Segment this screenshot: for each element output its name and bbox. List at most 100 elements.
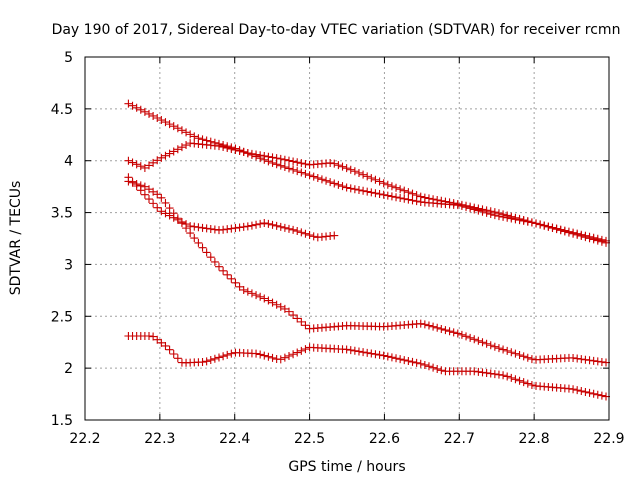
data-point (149, 332, 158, 341)
series-track-5 (124, 331, 611, 401)
data-point (412, 191, 421, 200)
data-point (416, 359, 425, 368)
data-point (231, 278, 240, 287)
data-point (449, 199, 458, 208)
data-point (581, 387, 590, 396)
data-point (289, 165, 298, 174)
data-point (293, 167, 302, 176)
data-point (284, 351, 293, 360)
data-point (132, 180, 141, 189)
data-point (396, 185, 405, 194)
data-point (383, 352, 392, 361)
data-point (416, 192, 425, 201)
y-tick-label: 2.5 (51, 309, 73, 325)
data-point (400, 356, 409, 365)
data-point (482, 339, 491, 348)
y-tick-label: 3 (64, 257, 73, 273)
data-point (544, 222, 553, 231)
data-point (169, 122, 178, 131)
data-point (153, 190, 162, 199)
data-point (293, 314, 302, 323)
data-point (515, 350, 524, 359)
data-point (573, 386, 582, 395)
data-point (350, 167, 359, 176)
data-point (136, 181, 145, 190)
data-point (157, 153, 166, 162)
data-point (548, 223, 557, 232)
data-point (235, 147, 244, 156)
data-point (392, 354, 401, 363)
data-point (474, 336, 483, 345)
data-point (375, 177, 384, 186)
data-point (424, 321, 433, 330)
data-point (268, 153, 277, 162)
data-point (194, 238, 203, 247)
data-point (470, 367, 479, 376)
data-point (289, 311, 298, 320)
y-tick-labels: 1.5 2 2.5 3 3.5 4 4.5 5 (51, 50, 73, 429)
data-point (140, 107, 149, 116)
data-point (210, 257, 219, 266)
data-point (560, 226, 569, 235)
data-point (165, 204, 174, 213)
data-point (145, 161, 154, 170)
data-point (330, 179, 339, 188)
data-point (177, 219, 186, 228)
data-point (494, 370, 503, 379)
data-point (462, 332, 471, 341)
data-point (396, 193, 405, 202)
data-point (210, 225, 219, 234)
data-point (124, 99, 133, 108)
data-point (322, 176, 331, 185)
data-point (466, 202, 475, 211)
data-point (280, 155, 289, 164)
y-tick-label: 2 (64, 361, 73, 377)
data-point (124, 177, 133, 186)
data-point (231, 224, 240, 233)
data-point (433, 195, 442, 204)
data-point (387, 192, 396, 201)
data-point (268, 220, 277, 229)
data-point (161, 118, 170, 127)
data-point (140, 190, 149, 199)
data-point (202, 224, 211, 233)
data-point (478, 368, 487, 377)
data-point (210, 354, 219, 363)
data-point (527, 218, 536, 227)
data-point (313, 173, 322, 182)
data-point (264, 296, 273, 305)
data-point (453, 329, 462, 338)
data-point (577, 355, 586, 364)
data-point (231, 146, 240, 155)
data-point (223, 144, 232, 153)
data-point (305, 171, 314, 180)
data-point (593, 357, 602, 366)
data-point (379, 351, 388, 360)
x-tick-label: 22.9 (593, 431, 624, 447)
data-point (350, 185, 359, 194)
data-point (359, 348, 368, 357)
data-point (585, 232, 594, 241)
plot-frame (84, 56, 610, 421)
data-point (169, 209, 178, 218)
data-point (499, 371, 508, 380)
data-point (375, 189, 384, 198)
data-point (499, 210, 508, 219)
data-point (437, 196, 446, 205)
data-point (445, 198, 454, 207)
data-point (280, 163, 289, 172)
data-point (235, 223, 244, 232)
data-point (404, 188, 413, 197)
data-point (474, 367, 483, 376)
data-point (433, 364, 442, 373)
data-point (363, 187, 372, 196)
data-point (470, 203, 479, 212)
data-point (260, 294, 269, 303)
data-point (161, 151, 170, 160)
data-point (243, 149, 252, 158)
data-point (284, 156, 293, 165)
data-point (223, 350, 232, 359)
data-point (338, 182, 347, 191)
data-point (437, 366, 446, 375)
data-point (519, 352, 528, 361)
